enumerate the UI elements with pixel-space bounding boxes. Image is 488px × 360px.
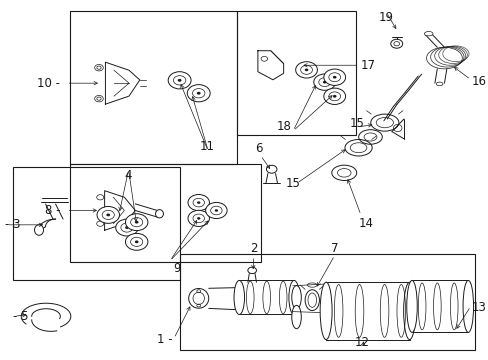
Ellipse shape — [323, 69, 345, 85]
Ellipse shape — [435, 82, 442, 86]
Ellipse shape — [291, 285, 301, 309]
Text: 4: 4 — [124, 169, 132, 182]
Text: - 5: - 5 — [13, 310, 28, 323]
Ellipse shape — [424, 32, 432, 36]
Bar — [236, 12, 355, 135]
Text: 10 -: 10 - — [37, 77, 60, 90]
Ellipse shape — [35, 225, 43, 235]
Ellipse shape — [205, 202, 226, 219]
Ellipse shape — [196, 92, 200, 95]
Ellipse shape — [125, 233, 147, 250]
Ellipse shape — [295, 62, 317, 78]
Text: 9: 9 — [173, 262, 181, 275]
Ellipse shape — [188, 288, 208, 308]
Ellipse shape — [187, 210, 209, 226]
Ellipse shape — [187, 85, 210, 102]
Text: 6: 6 — [254, 142, 262, 155]
Text: 13: 13 — [471, 301, 486, 314]
Ellipse shape — [234, 280, 244, 315]
Bar — [325, 282, 409, 339]
Bar — [70, 164, 260, 262]
Text: 16: 16 — [471, 75, 486, 88]
Text: 19: 19 — [378, 12, 393, 24]
Ellipse shape — [304, 68, 308, 71]
Ellipse shape — [288, 280, 299, 315]
Text: 15: 15 — [349, 117, 364, 130]
Ellipse shape — [323, 88, 345, 104]
Ellipse shape — [322, 81, 326, 84]
Ellipse shape — [214, 209, 218, 212]
Bar — [411, 280, 468, 332]
Ellipse shape — [291, 305, 301, 329]
Ellipse shape — [135, 221, 138, 224]
Ellipse shape — [116, 219, 138, 236]
Ellipse shape — [462, 280, 472, 332]
Text: 11: 11 — [199, 140, 214, 153]
Ellipse shape — [177, 79, 181, 82]
Ellipse shape — [403, 282, 415, 339]
Ellipse shape — [305, 290, 319, 311]
Bar — [70, 12, 236, 164]
Ellipse shape — [332, 76, 336, 78]
Bar — [179, 253, 474, 350]
Ellipse shape — [125, 214, 147, 231]
Ellipse shape — [97, 207, 119, 223]
Text: 2: 2 — [249, 242, 257, 255]
Text: 1 -: 1 - — [157, 333, 172, 346]
Ellipse shape — [197, 201, 200, 204]
Bar — [239, 280, 294, 315]
Text: 14: 14 — [358, 217, 373, 230]
Ellipse shape — [313, 74, 335, 90]
Ellipse shape — [320, 282, 331, 339]
Text: 15: 15 — [285, 177, 300, 190]
Ellipse shape — [135, 240, 138, 243]
Ellipse shape — [168, 72, 191, 89]
Text: 12: 12 — [354, 336, 369, 348]
Text: 18: 18 — [277, 120, 291, 134]
Text: - 3: - 3 — [5, 218, 21, 231]
Ellipse shape — [106, 213, 110, 216]
Ellipse shape — [155, 210, 163, 218]
Ellipse shape — [187, 194, 209, 211]
Text: 8 -: 8 - — [45, 204, 60, 217]
Ellipse shape — [125, 226, 128, 229]
Text: 7: 7 — [330, 242, 338, 255]
Ellipse shape — [332, 95, 336, 98]
Text: 17: 17 — [360, 59, 375, 72]
Ellipse shape — [197, 217, 200, 220]
Bar — [13, 167, 179, 280]
Ellipse shape — [406, 280, 416, 332]
